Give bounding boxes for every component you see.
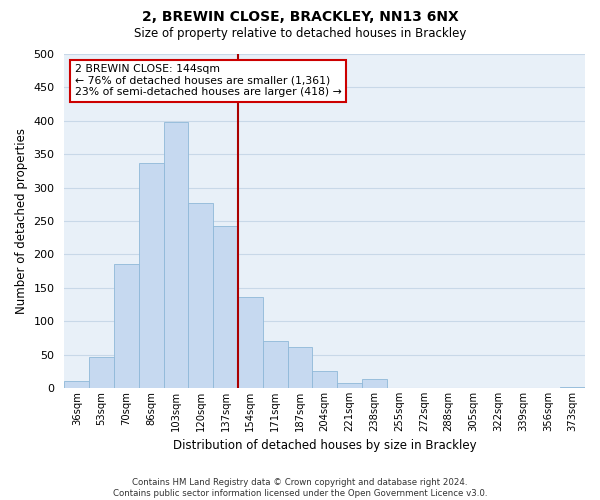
Bar (139, 163, 164, 388)
Bar (560, 386, 585, 388)
Bar (188, 203, 213, 388)
Bar (263, 342, 287, 388)
Bar (287, 346, 313, 388)
Bar (238, 297, 263, 388)
Text: 2, BREWIN CLOSE, BRACKLEY, NN13 6NX: 2, BREWIN CLOSE, BRACKLEY, NN13 6NX (142, 10, 458, 24)
Text: Size of property relative to detached houses in Brackley: Size of property relative to detached ho… (134, 28, 466, 40)
Y-axis label: Number of detached properties: Number of detached properties (15, 128, 28, 314)
X-axis label: Distribution of detached houses by size in Brackley: Distribution of detached houses by size … (173, 440, 476, 452)
Bar (362, 380, 386, 388)
Bar (337, 384, 362, 388)
Bar (164, 122, 188, 388)
Text: Contains HM Land Registry data © Crown copyright and database right 2024.
Contai: Contains HM Land Registry data © Crown c… (113, 478, 487, 498)
Bar (114, 264, 139, 388)
Bar (313, 372, 337, 388)
Bar (89, 358, 114, 388)
Bar (64, 382, 89, 388)
Bar (213, 226, 238, 388)
Text: 2 BREWIN CLOSE: 144sqm
← 76% of detached houses are smaller (1,361)
23% of semi-: 2 BREWIN CLOSE: 144sqm ← 76% of detached… (75, 64, 341, 97)
